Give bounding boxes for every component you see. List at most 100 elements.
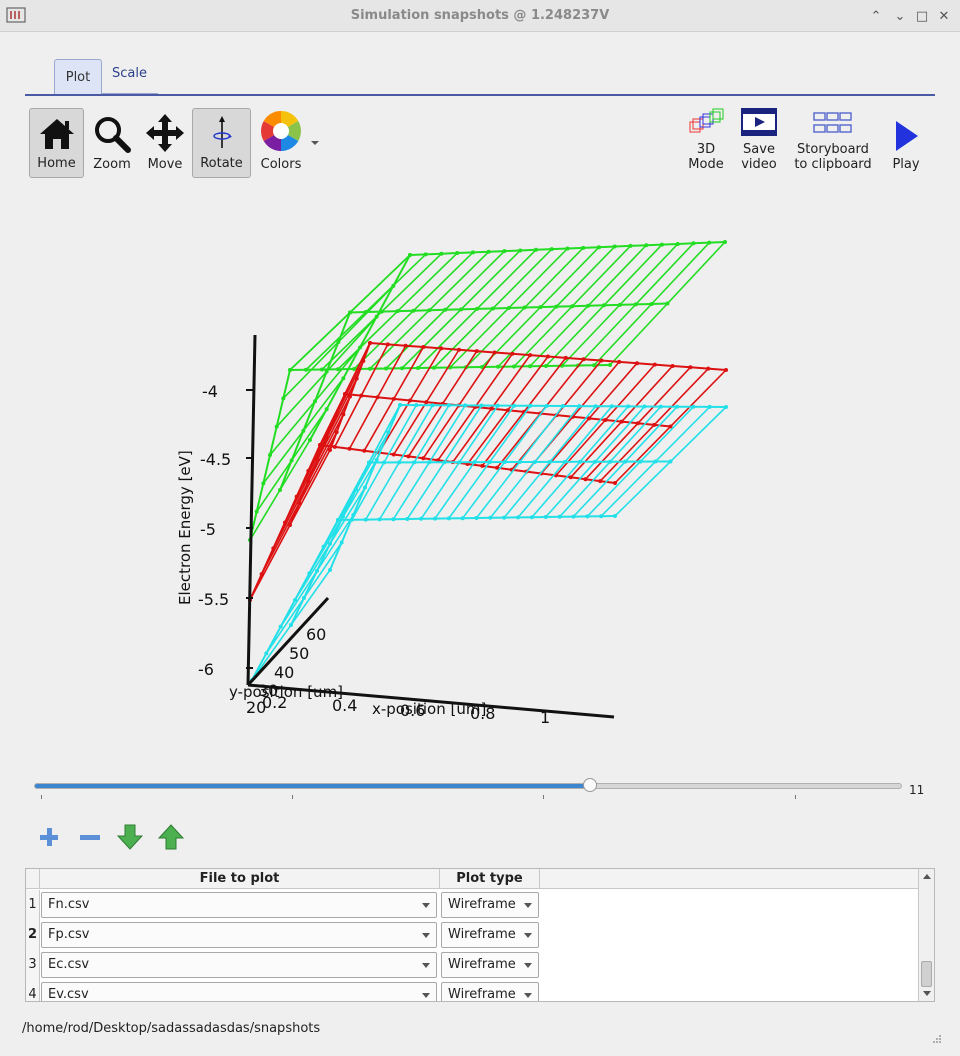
slider-tick xyxy=(543,795,544,799)
plot-type-select[interactable]: Wireframe xyxy=(441,982,539,1001)
green-plateau-mesh-point xyxy=(475,306,479,311)
green-plateau-mesh-point xyxy=(644,243,649,248)
cyan-plateau-mesh-point xyxy=(516,515,521,520)
red-plateau-mesh-point xyxy=(583,477,588,482)
3d-mode-button[interactable]: 3D Mode xyxy=(680,108,732,178)
chevron-down-icon xyxy=(422,903,430,908)
table-scrollbar[interactable] xyxy=(918,869,934,1001)
cyan-plateau-mesh-point xyxy=(460,516,465,521)
red-plateau-mesh-point xyxy=(406,454,411,459)
red-plateau-mesh-point xyxy=(495,465,499,470)
remove-row-button[interactable] xyxy=(75,822,105,852)
colors-dropdown-icon[interactable] xyxy=(310,139,320,147)
green-plateau-mesh-point xyxy=(400,366,404,371)
file-select[interactable]: Ec.csv xyxy=(41,952,437,978)
red-plateau-mesh-point xyxy=(587,416,592,421)
red-plateau-mesh-point xyxy=(668,424,673,429)
snapshot-slider-track[interactable] xyxy=(34,783,902,789)
home-button[interactable]: Home xyxy=(29,108,84,178)
z-axis-label: Electron Energy [eV] xyxy=(176,450,194,605)
green-plateau-mesh-point xyxy=(443,307,448,312)
maximize-icon[interactable]: □ xyxy=(915,8,929,24)
cyan-plateau-mesh-point xyxy=(557,514,562,519)
play-button[interactable]: Play xyxy=(884,108,928,178)
plot-type-select[interactable]: Wireframe xyxy=(441,952,539,978)
storyboard-button[interactable]: Storyboard to clipboard xyxy=(790,108,876,178)
red-plateau-mesh-point xyxy=(613,481,617,485)
green-slope-mesh-point xyxy=(268,453,272,457)
header-file-to-plot[interactable]: File to plot xyxy=(40,869,440,889)
snapshot-slider-handle[interactable] xyxy=(582,778,597,792)
red-plateau-mesh-point xyxy=(652,362,657,367)
tab-divider xyxy=(25,94,935,96)
move-button[interactable]: Move xyxy=(140,108,190,178)
cyan-plateau-mesh-point xyxy=(529,515,534,520)
storyboard-icon xyxy=(813,112,852,133)
resize-grip-icon[interactable] xyxy=(932,1034,942,1044)
scroll-up-icon[interactable] xyxy=(923,874,931,879)
red-slope-mesh-point xyxy=(297,501,302,506)
colors-button[interactable]: Colors xyxy=(254,108,308,178)
scroll-down-icon[interactable] xyxy=(923,991,931,996)
cyan-plateau-mesh-point xyxy=(479,403,484,408)
cyan-plateau-mesh-point xyxy=(474,516,479,520)
home-icon xyxy=(39,119,74,149)
files-table: File to plot Plot type 1 Fn.csv Wirefram… xyxy=(25,868,935,1002)
red-plateau-mesh-point xyxy=(619,419,624,424)
status-path: /home/rod/Desktop/sadassadasdas/snapshot… xyxy=(22,1021,321,1036)
zoom-button[interactable]: Zoom xyxy=(88,108,136,178)
add-row-button[interactable] xyxy=(34,822,64,852)
green-plateau-mesh-point xyxy=(336,367,340,372)
cyan-plateau-mesh-point xyxy=(430,403,435,408)
cyan-plateau-mesh-point xyxy=(463,403,468,408)
plot-type-value: Wireframe xyxy=(448,897,516,912)
cyan-plateau-mesh-point xyxy=(593,404,598,409)
corner-cell xyxy=(26,869,40,889)
table-row: 1 Fn.csv Wireframe xyxy=(26,890,546,920)
snapshot-slider-value: 11 xyxy=(909,783,925,797)
file-select[interactable]: Fp.csv xyxy=(41,922,437,948)
cyan-slope-mesh-point xyxy=(293,598,297,602)
cyan-plateau-mesh-point xyxy=(571,514,576,519)
wireframe-plot[interactable]: Electron Energy [eV] y-position [um] x-p… xyxy=(160,200,780,740)
table-row: 2 Fp.csv Wireframe xyxy=(26,920,546,950)
green-plateau-mesh-point xyxy=(617,302,622,307)
cyan-plateau-mesh-point xyxy=(432,516,437,521)
green-plateau-mesh-point xyxy=(379,309,384,314)
file-select[interactable]: Fn.csv xyxy=(41,892,437,918)
close-icon[interactable]: ✕ xyxy=(938,8,950,24)
save-video-button[interactable]: Save video xyxy=(734,108,784,178)
minimize-icon[interactable]: ⌄ xyxy=(894,8,906,24)
chevron-down-icon xyxy=(422,993,430,998)
green-plateau-mesh-point xyxy=(502,249,507,254)
red-plateau-mesh-point xyxy=(599,358,604,363)
tab-scale[interactable]: Scale xyxy=(102,59,158,95)
storyboard-label-2: to clipboard xyxy=(794,157,872,172)
tab-plot[interactable]: Plot xyxy=(54,59,102,95)
plot-type-select[interactable]: Wireframe xyxy=(441,922,539,948)
rotate-button[interactable]: Rotate xyxy=(192,108,251,178)
cyan-plateau-mesh-point xyxy=(528,403,533,408)
3d-mode-label-1: 3D xyxy=(696,142,716,157)
minus-icon xyxy=(80,835,100,840)
row-number: 3 xyxy=(26,950,40,980)
green-plateau-mesh-point xyxy=(544,364,548,368)
chevron-down-icon xyxy=(524,933,532,938)
app-icon xyxy=(6,7,26,23)
move-down-button[interactable] xyxy=(115,822,145,852)
row-number: 1 xyxy=(26,890,40,920)
3d-cubes-icon xyxy=(689,108,724,133)
file-select-value: Fp.csv xyxy=(48,927,90,942)
cyan-slope-mesh-point xyxy=(386,430,391,435)
green-plateau-mesh-point xyxy=(352,367,356,371)
cyan-plateau-mesh-point xyxy=(561,404,565,408)
collapse-icon[interactable]: ⌃ xyxy=(870,8,882,24)
green-plateau-mesh-point xyxy=(439,251,444,256)
move-up-button[interactable] xyxy=(156,822,186,852)
scroll-thumb[interactable] xyxy=(921,961,932,987)
3d-mode-label-2: Mode xyxy=(688,157,724,172)
header-plot-type[interactable]: Plot type xyxy=(440,869,540,889)
plot-type-select[interactable]: Wireframe xyxy=(441,892,539,918)
file-select[interactable]: Ev.csv xyxy=(41,982,437,1001)
red-plateau-mesh-point xyxy=(362,448,367,453)
